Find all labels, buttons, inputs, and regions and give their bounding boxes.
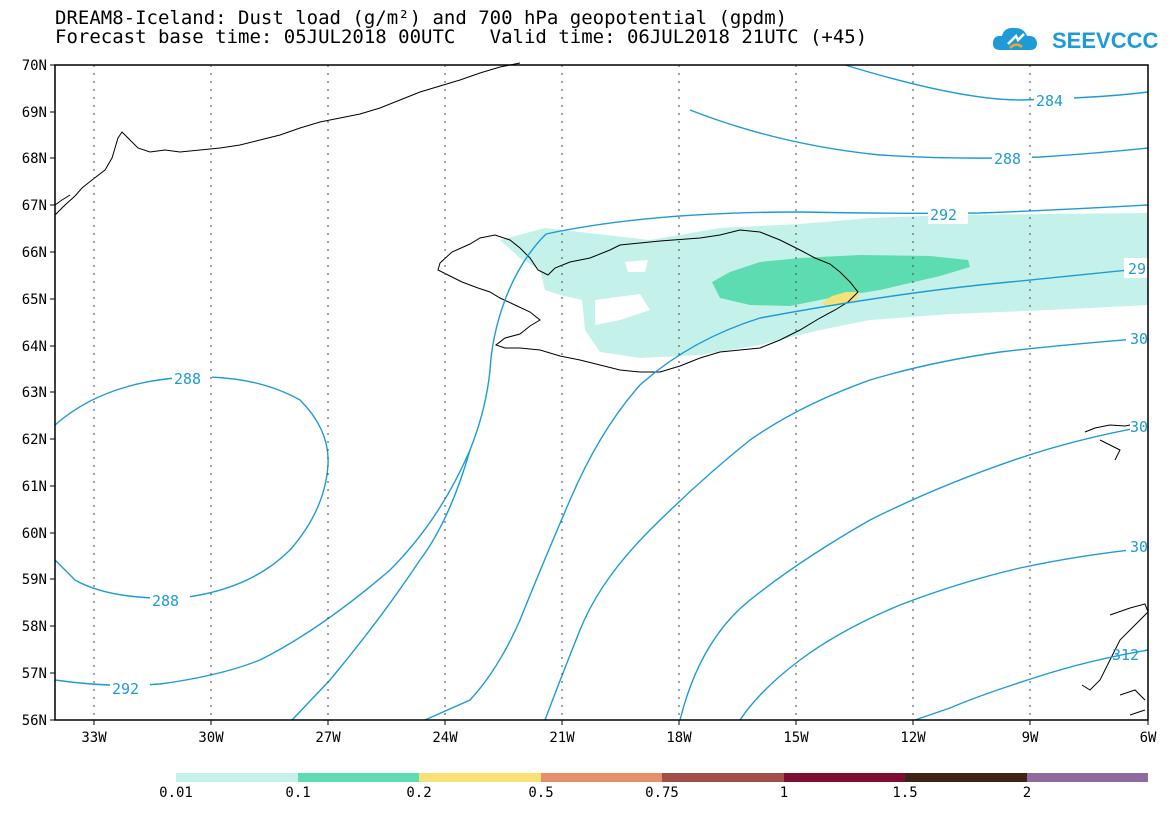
lon-label: 12W [900,730,926,746]
lat-label: 68N [22,151,47,167]
contour-label: 30 [1130,538,1148,556]
axis-ticks [50,64,1149,725]
lon-label: 21W [549,730,575,746]
contour-label: 288 [152,592,179,610]
colorbar-label: 0.75 [645,785,679,801]
lon-label: 24W [432,730,458,746]
lat-label: 63N [22,385,47,401]
lat-label: 60N [22,526,47,542]
latitude-labels: 70N 69N 68N 67N 66N 65N 64N 63N 62N 61N … [22,58,47,729]
colorbar-segment [1027,773,1148,782]
lat-label: 67N [22,198,47,214]
seevccc-logo-icon [992,27,1037,50]
lon-label: 18W [666,730,692,746]
lon-label: 33W [81,730,107,746]
lon-label: 9W [1022,730,1039,746]
colorbar-segment [905,773,1027,782]
colorbar-segment [784,773,905,782]
longitude-labels: 33W 30W 27W 24W 21W 18W 15W 12W 9W 6W [81,730,1157,746]
lat-label: 69N [22,105,47,121]
lat-label: 62N [22,432,47,448]
contour-label: 288 [174,370,201,388]
lat-label: 66N [22,245,47,261]
seevccc-logo-text: SEEVCCC [1052,28,1159,53]
contour-label: 29 [1128,260,1146,278]
lat-label: 65N [22,292,47,308]
forecast-times: Forecast base time: 05JUL2018 00UTC Vali… [55,26,868,48]
colorbar-label: 1 [779,785,789,801]
colorbar-segment [419,773,541,782]
contour-label: 30 [1130,330,1148,348]
dust-field [500,213,1148,358]
coastline [54,62,1149,716]
lat-label: 56N [22,713,47,729]
lat-label: 58N [22,619,47,635]
lon-label: 6W [1140,730,1157,746]
contour-label: 30 [1130,418,1148,436]
lat-label: 64N [22,339,47,355]
contour-label: 312 [1112,646,1139,664]
lat-label: 59N [22,572,47,588]
map-title: DREAM8-Iceland: Dust load (g/m²) and 700… [55,7,788,29]
lon-label: 30W [198,730,224,746]
colorbar-segment [541,773,662,782]
contour-label: 292 [112,680,139,698]
lon-label: 27W [315,730,341,746]
contour-label: 288 [994,150,1021,168]
lat-label: 70N [22,58,47,74]
geopotential-contours [54,64,1149,721]
contour-labels: 284 288 292 29 30 288 288 292 30 30 312 [110,90,1154,698]
colorbar [176,773,1148,782]
colorbar-label: 2 [1022,785,1032,801]
contour-label: 292 [930,206,957,224]
colorbar-label: 0.5 [528,785,554,801]
lat-label: 57N [22,666,47,682]
colorbar-segment [298,773,419,782]
colorbar-label: 0.01 [159,785,193,801]
colorbar-segment [176,773,298,782]
map-frame [54,64,1149,721]
lon-label: 15W [783,730,809,746]
lat-label: 61N [22,479,47,495]
colorbar-segment [662,773,784,782]
graticule [93,65,1031,720]
colorbar-label: 0.1 [285,785,311,801]
colorbar-label: 1.5 [892,785,918,801]
contour-label: 284 [1036,92,1063,110]
colorbar-label: 0.2 [406,785,432,801]
